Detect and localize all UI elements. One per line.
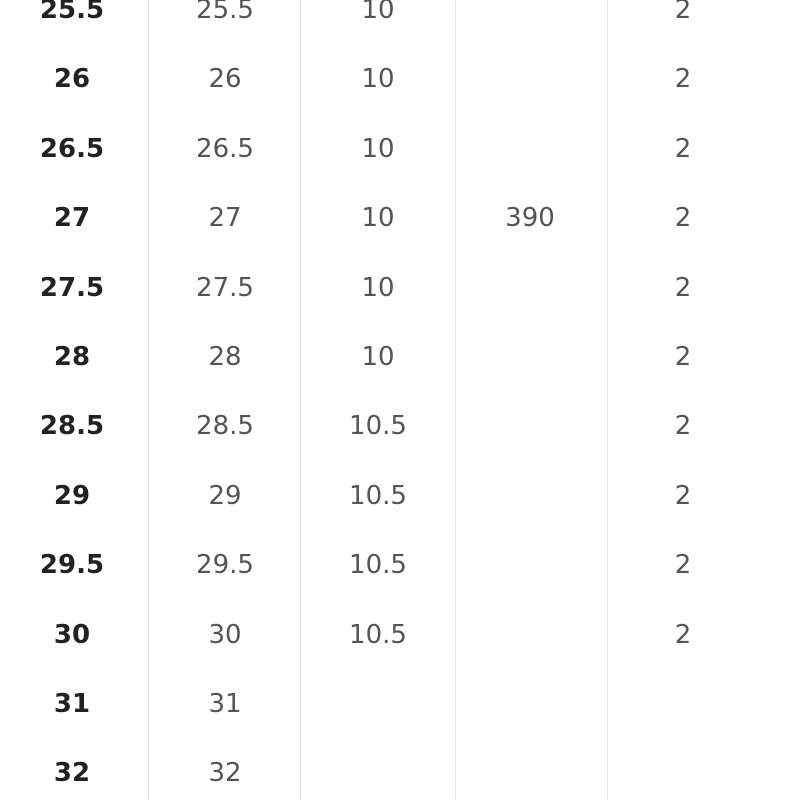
table-cell: 2 xyxy=(674,480,692,511)
table-cell: 2 xyxy=(674,619,692,650)
row-header: 29.5 xyxy=(39,550,105,581)
table-cell: 28.5 xyxy=(196,411,254,442)
row-header: 28 xyxy=(53,342,91,372)
table-cell: 25.5 xyxy=(196,0,254,25)
table-cell: 30 xyxy=(208,619,242,650)
table-cell: 32 xyxy=(208,758,242,789)
table-cell: 29.5 xyxy=(196,550,254,581)
row-header: 27.5 xyxy=(39,272,105,303)
table-cell: 29 xyxy=(208,480,242,511)
table-cell: 27.5 xyxy=(196,272,254,303)
table-cell: 10.5 xyxy=(349,619,407,650)
table-cell: 10 xyxy=(361,272,395,303)
table-cell: 10 xyxy=(361,342,395,372)
table-cell: 10 xyxy=(361,133,395,164)
table-cell: 2 xyxy=(674,550,692,581)
row-header: 26.5 xyxy=(39,133,105,164)
table-cell: 10 xyxy=(361,0,395,25)
table-cell: 2 xyxy=(674,411,692,442)
table-cell: 2 xyxy=(674,64,692,95)
table-cell: 31 xyxy=(208,689,242,719)
table-cell: 2 xyxy=(674,342,692,372)
table-cell: 28 xyxy=(208,342,242,372)
table-cell: 27 xyxy=(208,203,242,234)
table-cell: 26.5 xyxy=(196,133,254,164)
row-header: 28.5 xyxy=(39,411,105,442)
table-cell: 10.5 xyxy=(349,550,407,581)
table-cell: 10.5 xyxy=(349,480,407,511)
table-cell: 10 xyxy=(361,64,395,95)
column-divider xyxy=(300,0,301,800)
table-cell: 2 xyxy=(674,203,692,234)
row-header: 32 xyxy=(53,758,91,789)
row-header: 29 xyxy=(53,480,91,511)
table-cell: 2 xyxy=(674,0,692,25)
table-cell: 2 xyxy=(674,133,692,164)
column-divider xyxy=(148,0,149,800)
table-cell: 390 xyxy=(505,203,555,234)
row-header: 30 xyxy=(53,619,91,650)
table-cell: 10.5 xyxy=(349,411,407,442)
column-divider xyxy=(455,0,456,800)
row-header: 27 xyxy=(53,203,91,234)
row-header: 25.5 xyxy=(39,0,105,25)
table-cell: 2 xyxy=(674,272,692,303)
row-header: 26 xyxy=(53,64,91,95)
table-cell: 26 xyxy=(208,64,242,95)
table-cell: 10 xyxy=(361,203,395,234)
column-divider xyxy=(607,0,608,800)
row-header: 31 xyxy=(53,689,91,719)
